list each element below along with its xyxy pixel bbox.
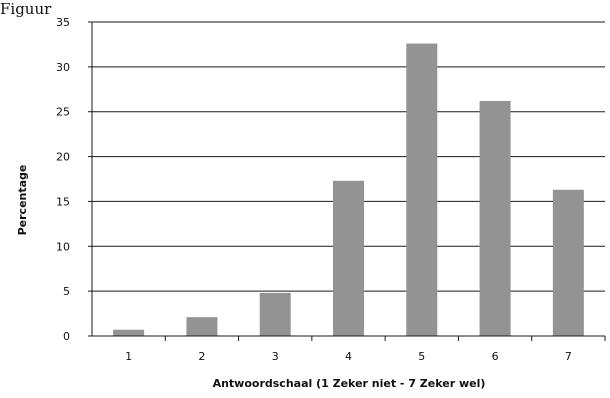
bar-4 [333, 180, 364, 336]
y-tick-label: 35 [56, 16, 70, 29]
bar-7 [552, 189, 584, 336]
x-tick-labels: 1 2 3 4 5 6 7 [125, 336, 606, 363]
x-tick-label: 2 [198, 350, 205, 363]
bar-1 [113, 329, 145, 336]
x-tick-label: 3 [272, 350, 279, 363]
y-tick-label: 15 [56, 195, 70, 208]
bar-6 [479, 100, 511, 336]
bar-3 [259, 292, 291, 336]
bar-2 [186, 317, 218, 336]
figure-label: Figuur [0, 0, 52, 18]
bars [113, 43, 584, 336]
x-tick-label: 1 [125, 350, 132, 363]
y-tick-label: 10 [56, 240, 70, 253]
y-tick-labels: 0 5 10 15 20 25 30 35 [56, 16, 92, 343]
x-tick-label: 4 [345, 350, 352, 363]
axes [91, 22, 605, 337]
y-axis-label: Percentage [16, 165, 29, 236]
y-tick-label: 0 [63, 330, 70, 343]
x-axis-label: Antwoordschaal (1 Zeker niet - 7 Zeker w… [213, 377, 486, 390]
y-tick-label: 25 [56, 106, 70, 119]
x-tick-label: 7 [565, 350, 572, 363]
x-tick-label: 6 [492, 350, 499, 363]
y-tick-label: 5 [63, 285, 70, 298]
y-tick-label: 30 [56, 61, 70, 74]
x-tick-label: 5 [418, 350, 425, 363]
bar-5 [406, 43, 438, 336]
y-tick-label: 20 [56, 151, 70, 164]
